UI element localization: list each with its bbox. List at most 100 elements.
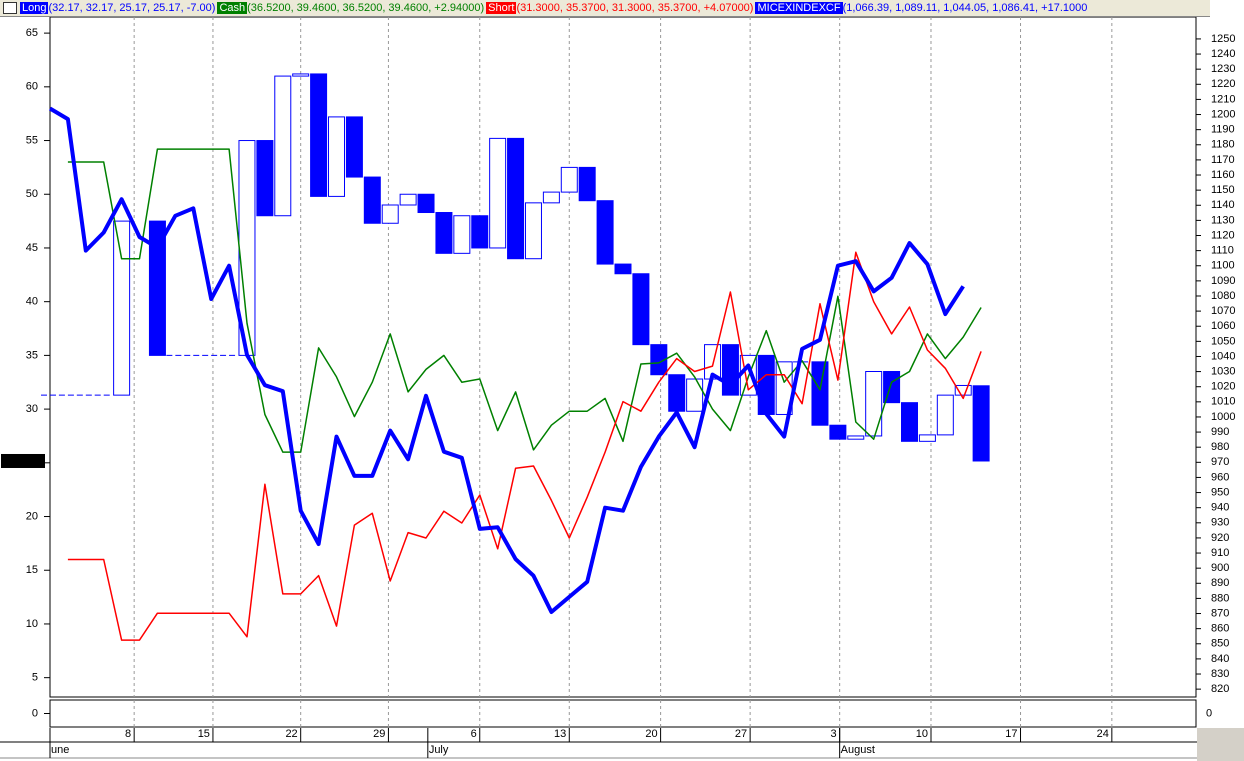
corner	[1197, 728, 1244, 761]
candle	[686, 378, 704, 412]
y2-tick-label: 1030	[1211, 365, 1235, 377]
y2-tick-label: 970	[1211, 456, 1229, 468]
y2-tick-label: 1070	[1211, 305, 1235, 317]
x-tick-label: 22	[285, 728, 297, 740]
y2-tick-label: 1080	[1211, 290, 1235, 302]
series-line	[48, 106, 965, 614]
y-tick-label: 5	[32, 672, 38, 684]
y2-tick-label: 820	[1211, 683, 1229, 695]
x-tick-label: 24	[1097, 728, 1109, 740]
y2-tick-label: 1050	[1211, 335, 1235, 347]
y-tick-label: 20	[26, 510, 38, 522]
y-tick-label: 35	[26, 349, 38, 361]
x-tick-label: 10	[916, 728, 928, 740]
y2-tick-label: 1040	[1211, 350, 1235, 362]
candle	[757, 354, 775, 415]
x-tick-label: 8	[125, 728, 131, 740]
y2-tick-label: 890	[1211, 577, 1229, 589]
candle	[596, 200, 614, 265]
y2-tick-label: 1180	[1211, 139, 1235, 151]
y2-tick-label: 960	[1211, 471, 1229, 483]
y2-tick-label: 1090	[1211, 275, 1235, 287]
x-tick-label: 20	[645, 728, 657, 740]
y2-tick-label: 1020	[1211, 381, 1235, 393]
y2-tick-label: 940	[1211, 502, 1229, 514]
y2-tick-label: 830	[1211, 668, 1229, 680]
candle	[363, 176, 381, 224]
candle	[381, 204, 399, 224]
y2-tick-label: 1110	[1211, 245, 1234, 257]
y2-tick-label: 850	[1211, 638, 1229, 650]
legend-quote: (1,066.39, 1,089.11, 1,044.05, 1,086.41,…	[842, 2, 1088, 14]
x-tick-label: 27	[735, 728, 747, 740]
candle	[542, 191, 560, 204]
last-value-box	[1, 453, 45, 468]
candle	[274, 75, 292, 217]
candle	[489, 137, 507, 249]
y-tick-label: 60	[26, 81, 38, 93]
y2-tick-label: 1210	[1211, 93, 1235, 105]
candle	[417, 193, 435, 214]
candle	[936, 394, 954, 436]
candle	[901, 402, 918, 442]
y2-tick-label: 1000	[1211, 411, 1235, 423]
y-tick-label: 55	[26, 134, 38, 146]
lower-tick-label: 0	[1206, 707, 1212, 719]
y2-tick-label: 930	[1211, 517, 1229, 529]
y2-tick-label: 860	[1211, 623, 1229, 635]
y2-tick-label: 980	[1211, 441, 1229, 453]
y-tick-label: 15	[26, 564, 38, 576]
y2-tick-label: 1120	[1211, 229, 1235, 241]
y-tick-label: 10	[26, 618, 38, 630]
candle	[453, 215, 471, 254]
candle	[345, 116, 363, 178]
candle	[471, 215, 489, 249]
lower-tick-label: 0	[32, 707, 38, 719]
candle	[524, 202, 542, 260]
y2-tick-label: 1130	[1211, 214, 1235, 226]
month-label: une	[51, 744, 69, 756]
y2-tick-label: 1230	[1211, 63, 1235, 75]
candle	[811, 361, 829, 426]
y2-tick-label: 990	[1211, 426, 1229, 438]
x-tick-label: 6	[471, 728, 477, 740]
candle	[507, 137, 525, 260]
candle	[847, 435, 865, 440]
x-tick-label: 3	[831, 728, 837, 740]
lower-panel-frame	[49, 699, 1197, 728]
window-icon	[3, 2, 17, 14]
month-label: August	[841, 744, 875, 756]
y2-tick-label: 920	[1211, 532, 1229, 544]
series-line	[67, 148, 982, 453]
candle	[578, 166, 596, 202]
y2-tick-label: 840	[1211, 653, 1229, 665]
y2-tick-label: 1220	[1211, 78, 1235, 90]
legend-name: MICEXINDEXCF	[755, 2, 843, 14]
last-value-label: 25.1700	[3, 455, 43, 467]
legend-quote: (36.5200, 39.4600, 36.5200, 39.4600, +2.…	[247, 2, 485, 14]
candle	[972, 385, 990, 462]
legend-quote: (32.17, 32.17, 25.17, 25.17, -7.00)	[48, 2, 216, 14]
y-tick-label: 40	[26, 296, 38, 308]
y-tick-label: 65	[26, 27, 38, 39]
y2-tick-label: 1170	[1211, 154, 1235, 166]
y2-tick-label: 870	[1211, 607, 1229, 619]
legend-name: Long	[20, 2, 49, 14]
y2-tick-label: 900	[1211, 562, 1229, 574]
plot-frame	[49, 16, 1197, 698]
y2-tick-label: 1160	[1211, 169, 1235, 181]
y2-tick-label: 1190	[1211, 124, 1235, 136]
y-tick-label: 50	[26, 188, 38, 200]
candle	[614, 263, 632, 275]
y-tick-label: 45	[26, 242, 38, 254]
candle	[148, 220, 166, 356]
y2-tick-label: 1010	[1211, 396, 1235, 408]
candle	[113, 220, 131, 396]
candle	[256, 140, 274, 217]
candle	[435, 212, 453, 254]
candle	[310, 73, 328, 197]
candle	[560, 166, 578, 193]
candle	[292, 73, 310, 77]
